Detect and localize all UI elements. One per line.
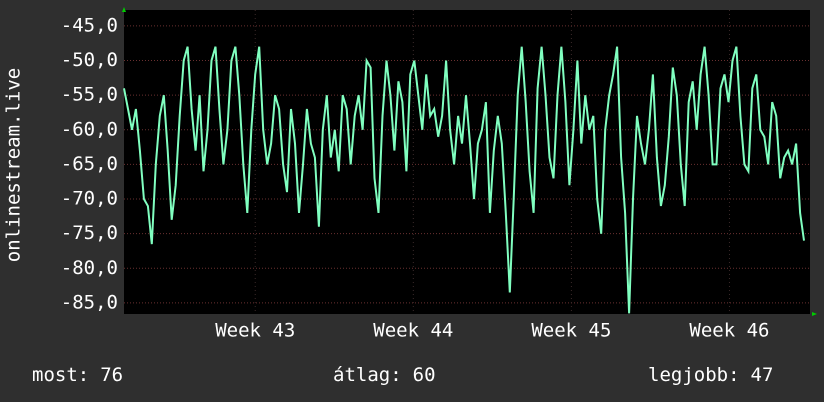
y-tick-label: -50,0 — [61, 49, 118, 71]
y-tick-label: -75,0 — [61, 222, 118, 244]
y-tick-label: -85,0 — [61, 291, 118, 313]
x-tick-label: Week 44 — [373, 320, 453, 342]
y-tick-label: -60,0 — [61, 118, 118, 140]
data-line — [123, 46, 805, 314]
y-axis-label: onlinestream.live — [3, 68, 25, 262]
stat-label: most: — [32, 364, 89, 386]
y-tick-label: -55,0 — [61, 84, 118, 106]
axis-arrow — [122, 7, 126, 12]
y-tick-label: -80,0 — [61, 257, 118, 279]
stat-value: 60 — [413, 364, 436, 386]
stat-label: átlag: — [333, 364, 402, 386]
stat-label: legjobb: — [648, 364, 740, 386]
y-tick-label: -65,0 — [61, 153, 118, 175]
stat: átlag: 60 — [333, 364, 436, 386]
x-tick-label: Week 43 — [215, 320, 295, 342]
x-tick-label: Week 46 — [689, 320, 769, 342]
stat: most: 76 — [32, 364, 123, 386]
stat: legjobb: 47 — [648, 364, 773, 386]
stat-value: 76 — [100, 364, 123, 386]
axis-arrow — [812, 312, 817, 316]
stat-value: 47 — [751, 364, 774, 386]
y-tick-label: -70,0 — [61, 188, 118, 210]
x-tick-label: Week 45 — [531, 320, 611, 342]
y-tick-label: -45,0 — [61, 14, 118, 36]
